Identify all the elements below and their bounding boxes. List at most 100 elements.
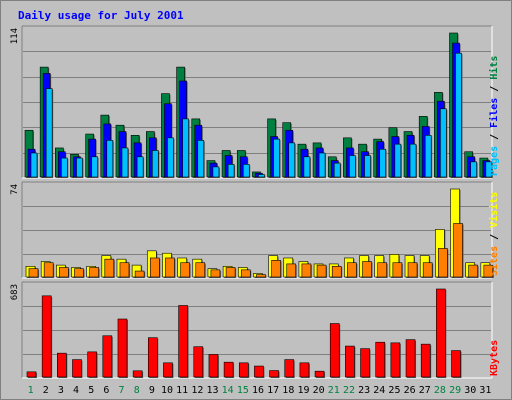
panel-hits-files-pages: 114 Pages / Files / Hits [10,25,500,179]
bar-kbytes-day-1 [26,371,37,378]
bar-pages-day-22 [349,155,356,178]
bar-pages-day-18 [288,142,296,178]
day-label-28: 28 [434,385,446,396]
bar-pages-day-14 [227,164,235,178]
bar-kbytes-day-18 [284,359,295,378]
day-label-23: 23 [358,385,370,396]
side-label-part: / [489,128,500,146]
bar-kbytes-day-5 [87,351,97,378]
bar-sites-day-12 [195,262,206,278]
bar-pages-day-10 [167,137,174,178]
bar-sites-day-27 [422,262,433,278]
bar-kbytes-day-19 [299,362,310,378]
bar-pages-day-21 [333,162,341,178]
bar-kbytes-day-20 [314,370,325,378]
side-label-part: / [489,228,500,246]
bar-pages-day-30 [470,161,477,178]
bar-sites-day-7 [119,262,130,278]
day-label-2: 2 [43,385,49,396]
bar-kbytes-day-3 [57,352,67,378]
bar-kbytes-day-12 [193,346,204,378]
bar-kbytes-day-7 [117,318,128,378]
bar-kbytes-day-17 [269,370,279,378]
bar-pages-day-8 [136,156,144,178]
bar-pages-day-27 [424,135,432,178]
day-label-1: 1 [28,385,34,396]
side-label-part: Hits [488,56,500,80]
bar-sites-day-4 [74,268,84,278]
day-label-7: 7 [119,385,125,396]
bar-kbytes-day-25 [390,342,401,378]
side-label-part: Files [488,98,500,128]
bar-sites-day-5 [89,267,99,278]
bar-sites-day-10 [165,257,175,278]
bar-sites-day-25 [392,262,403,278]
y-max-label: 74 [10,184,20,195]
bar-sites-day-3 [59,267,69,278]
bar-sites-day-30 [468,264,478,278]
day-label-15: 15 [237,385,249,396]
bar-kbytes-day-15 [238,362,249,378]
day-label-17: 17 [267,385,279,396]
bar-sites-day-11 [180,262,190,278]
bar-sites-day-24 [377,262,388,278]
bar-pages-day-24 [379,148,387,178]
bar-sites-day-1 [28,268,39,278]
day-label-22: 22 [343,385,355,396]
bar-kbytes-day-9 [147,337,158,378]
bar-sites-day-16 [256,274,266,278]
bar-pages-day-13 [212,166,220,178]
day-label-24: 24 [373,385,385,396]
bar-sites-day-26 [407,262,418,278]
bar-sites-day-23 [362,261,372,278]
bar-sites-day-13 [210,269,221,278]
bar-pages-day-23 [364,155,371,178]
y-max-label: 114 [10,28,20,44]
bar-sites-day-8 [134,270,145,278]
bar-pages-day-4 [76,157,83,178]
bar-kbytes-day-24 [375,341,386,378]
day-label-26: 26 [404,385,416,396]
bar-kbytes-day-8 [132,370,143,378]
bar-pages-day-28 [440,108,447,178]
day-label-25: 25 [388,385,400,396]
bar-pages-day-16 [258,174,265,178]
bar-sites-day-19 [301,263,312,278]
day-label-31: 31 [479,385,491,396]
bar-sites-day-2 [43,262,54,278]
panel-kbytes: 683 KBytes [10,281,500,379]
bar-sites-day-18 [286,263,297,278]
y-max-label: 683 [10,284,20,300]
day-label-18: 18 [282,385,294,396]
side-axis-label: KBytes [489,340,500,376]
side-label-part: Pages [489,146,500,176]
day-label-30: 30 [464,385,476,396]
bar-sites-day-14 [225,267,236,278]
side-label-part: KBytes [489,340,500,376]
bar-sites-day-29 [453,223,463,278]
side-axis-label: Sites / Visits [488,192,500,276]
bar-kbytes-day-27 [420,343,431,378]
bar-pages-day-31 [485,161,493,178]
bar-pages-day-1 [30,152,38,178]
bar-sites-day-31 [483,264,494,278]
panels-layer: 114 Pages / Files / Hits 74 Sites / Visits 6… [10,25,500,379]
bar-sites-day-15 [240,269,251,278]
day-label-6: 6 [103,385,109,396]
bar-kbytes-day-11 [178,305,188,378]
side-label-part: / [489,80,500,98]
day-label-5: 5 [88,385,94,396]
day-label-27: 27 [419,385,431,396]
bar-pages-day-7 [121,147,129,178]
bar-pages-day-9 [151,150,159,178]
bar-kbytes-day-29 [451,350,461,378]
bar-pages-day-17 [273,138,280,178]
day-label-14: 14 [222,385,234,396]
bar-kbytes-day-22 [345,345,355,378]
bar-pages-day-5 [91,156,98,178]
bar-kbytes-day-26 [405,339,416,378]
day-label-3: 3 [58,385,64,396]
bar-kbytes-day-28 [436,288,446,378]
bar-kbytes-day-23 [360,348,370,378]
panel-visits-sites: 74 Sites / Visits [10,181,500,279]
